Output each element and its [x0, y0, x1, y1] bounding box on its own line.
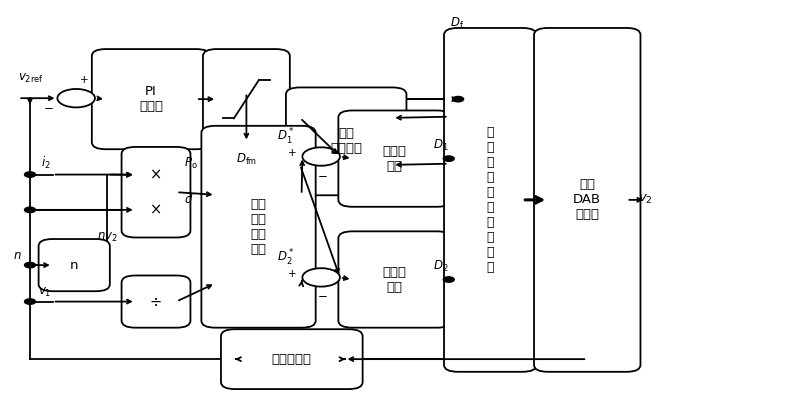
- Text: $D_2$: $D_2$: [433, 259, 448, 274]
- Text: $i_2$: $i_2$: [41, 154, 51, 171]
- FancyBboxPatch shape: [122, 275, 191, 328]
- Circle shape: [443, 156, 454, 161]
- Text: ÷: ÷: [150, 294, 162, 309]
- Circle shape: [25, 172, 36, 177]
- Text: 低通滤波器: 低通滤波器: [272, 353, 312, 365]
- Text: 慢回路
环节: 慢回路 环节: [383, 266, 407, 294]
- Text: $D_1^*$: $D_1^*$: [277, 127, 294, 147]
- Circle shape: [302, 268, 340, 286]
- FancyBboxPatch shape: [39, 239, 110, 291]
- Text: 开
关
件
驱
动
信
号
发
生
器: 开 关 件 驱 动 信 号 发 生 器: [486, 126, 494, 274]
- Text: −: −: [318, 290, 327, 303]
- FancyBboxPatch shape: [202, 126, 316, 328]
- Text: n: n: [70, 259, 78, 272]
- FancyBboxPatch shape: [203, 49, 290, 149]
- Circle shape: [302, 147, 340, 166]
- Text: 慢回路
环节: 慢回路 环节: [383, 145, 407, 173]
- Text: $n$: $n$: [13, 249, 21, 262]
- Text: $P_{\rm o}$: $P_{\rm o}$: [184, 156, 198, 171]
- Text: $D_{\rm f}$: $D_{\rm f}$: [450, 16, 464, 31]
- Text: 优化
限幅环节: 优化 限幅环节: [330, 127, 362, 155]
- Text: PI
调节器: PI 调节器: [139, 85, 163, 113]
- FancyBboxPatch shape: [444, 28, 536, 372]
- Circle shape: [443, 277, 454, 282]
- Text: $d$: $d$: [184, 192, 194, 206]
- FancyBboxPatch shape: [122, 147, 191, 237]
- Circle shape: [452, 96, 464, 102]
- Text: $v_1$: $v_1$: [38, 285, 51, 299]
- FancyBboxPatch shape: [92, 49, 210, 149]
- Text: $D_2^*$: $D_2^*$: [277, 248, 294, 268]
- Circle shape: [25, 207, 36, 213]
- FancyBboxPatch shape: [339, 231, 451, 328]
- Text: $v_2$: $v_2$: [638, 193, 653, 206]
- FancyBboxPatch shape: [286, 87, 407, 195]
- Text: $nv_2$: $nv_2$: [97, 231, 118, 244]
- Circle shape: [58, 89, 95, 107]
- Text: +: +: [287, 148, 296, 158]
- Text: −: −: [318, 169, 327, 183]
- Circle shape: [25, 263, 36, 268]
- Text: 三相
DAB
变换器: 三相 DAB 变换器: [573, 178, 601, 221]
- Text: 优化
调制
策略
环节: 优化 调制 策略 环节: [251, 198, 267, 256]
- Text: $D_1$: $D_1$: [433, 138, 448, 153]
- Text: ×: ×: [149, 202, 162, 217]
- FancyBboxPatch shape: [221, 329, 362, 389]
- FancyBboxPatch shape: [534, 28, 641, 372]
- FancyBboxPatch shape: [339, 110, 451, 207]
- Text: +: +: [287, 268, 296, 279]
- Text: −: −: [44, 102, 54, 115]
- Text: ×: ×: [149, 167, 162, 182]
- Circle shape: [25, 299, 36, 304]
- Text: $D_{\rm fm}$: $D_{\rm fm}$: [236, 152, 257, 167]
- Text: +: +: [80, 75, 89, 85]
- Text: $v_{\rm 2ref}$: $v_{\rm 2ref}$: [18, 72, 44, 85]
